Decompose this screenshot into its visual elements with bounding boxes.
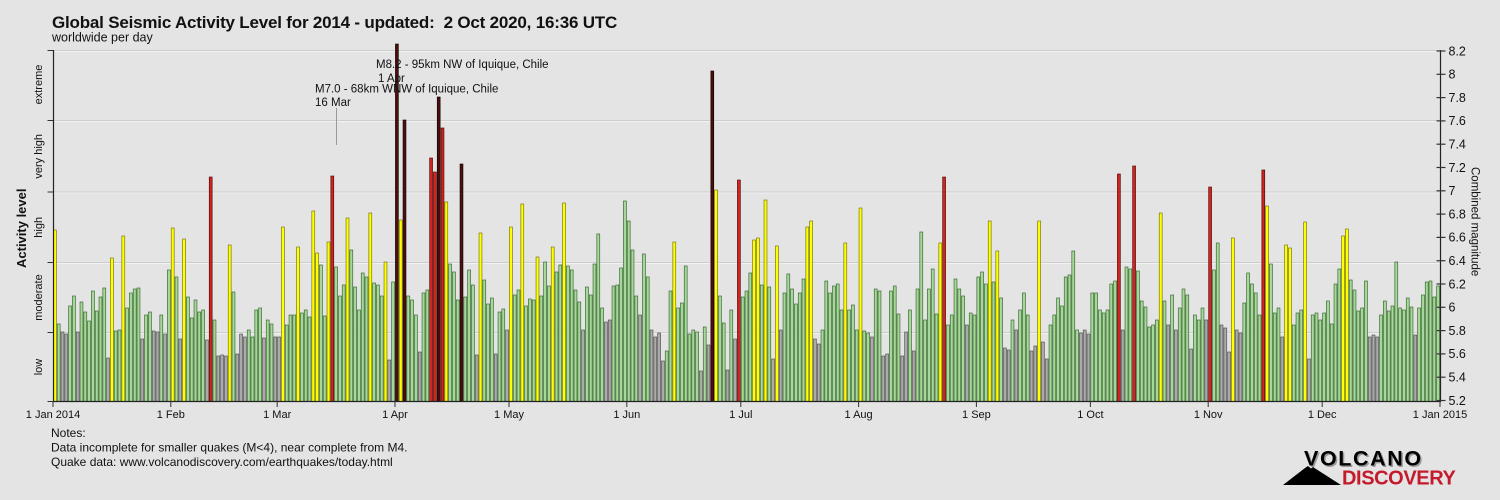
svg-text:8.2: 8.2 (1449, 44, 1466, 58)
svg-text:7.2: 7.2 (1449, 161, 1466, 175)
svg-text:5.8: 5.8 (1449, 324, 1466, 338)
svg-text:Notes:: Notes: (51, 426, 86, 440)
svg-text:1 Apr: 1 Apr (382, 409, 408, 421)
svg-text:6.2: 6.2 (1449, 277, 1466, 291)
svg-text:extreme: extreme (33, 65, 45, 105)
svg-text:very high: very high (33, 134, 45, 179)
svg-text:M7.0 - 68km WNW of Iquique, Ch: M7.0 - 68km WNW of Iquique, Chile (315, 84, 498, 96)
svg-text:7.6: 7.6 (1449, 114, 1466, 128)
svg-text:1 Jun: 1 Jun (613, 409, 640, 421)
svg-text:1 Mar: 1 Mar (263, 409, 291, 421)
svg-text:7: 7 (1449, 184, 1456, 198)
svg-text:1 Nov: 1 Nov (1194, 409, 1223, 421)
svg-text:7.4: 7.4 (1449, 138, 1466, 152)
svg-text:1 Oct: 1 Oct (1077, 409, 1103, 421)
svg-text:1 Jan 2014: 1 Jan 2014 (26, 409, 80, 421)
svg-text:6: 6 (1449, 301, 1456, 315)
svg-text:1 Feb: 1 Feb (157, 409, 185, 421)
svg-text:Global Seismic Activity Level: Global Seismic Activity Level for 2014 -… (52, 13, 617, 32)
svg-text:Data incomplete for smaller qu: Data incomplete for smaller quakes (M<4)… (51, 441, 407, 455)
svg-text:5.6: 5.6 (1449, 347, 1466, 361)
svg-text:6.4: 6.4 (1449, 254, 1466, 268)
svg-text:1 Sep: 1 Sep (962, 409, 991, 421)
svg-text:5.4: 5.4 (1449, 371, 1466, 385)
svg-text:1 Apr: 1 Apr (378, 73, 405, 85)
svg-text:1 May: 1 May (494, 409, 524, 421)
svg-text:1 Jan 2015: 1 Jan 2015 (1413, 409, 1467, 421)
svg-text:5.2: 5.2 (1449, 394, 1466, 408)
svg-text:VOLCANO: VOLCANO (1304, 447, 1423, 471)
svg-text:Combined magnitude: Combined magnitude (1469, 167, 1481, 276)
svg-text:6.8: 6.8 (1449, 207, 1466, 221)
svg-text:6.6: 6.6 (1449, 231, 1466, 245)
svg-text:16 Mar: 16 Mar (315, 97, 351, 109)
svg-text:VOLCANO: VOLCANO (1306, 448, 1425, 472)
svg-text:Quake data: www.volcanodiscove: Quake data: www.volcanodiscovery.com/ear… (51, 455, 393, 469)
svg-text:moderate: moderate (33, 274, 45, 320)
svg-text:low: low (33, 359, 45, 376)
svg-text:Activity level: Activity level (14, 189, 29, 269)
svg-text:M8.2 - 95km NW of Iquique, Chi: M8.2 - 95km NW of Iquique, Chile (376, 59, 549, 71)
svg-text:1 Jul: 1 Jul (729, 409, 752, 421)
svg-text:worldwide per day: worldwide per day (51, 31, 153, 45)
svg-text:7.8: 7.8 (1449, 91, 1466, 105)
svg-text:1 Dec: 1 Dec (1308, 409, 1337, 421)
svg-text:DISCOVERY: DISCOVERY (1342, 468, 1457, 490)
svg-text:8: 8 (1449, 68, 1456, 82)
svg-text:high: high (33, 217, 45, 238)
svg-text:1 Aug: 1 Aug (845, 409, 873, 421)
